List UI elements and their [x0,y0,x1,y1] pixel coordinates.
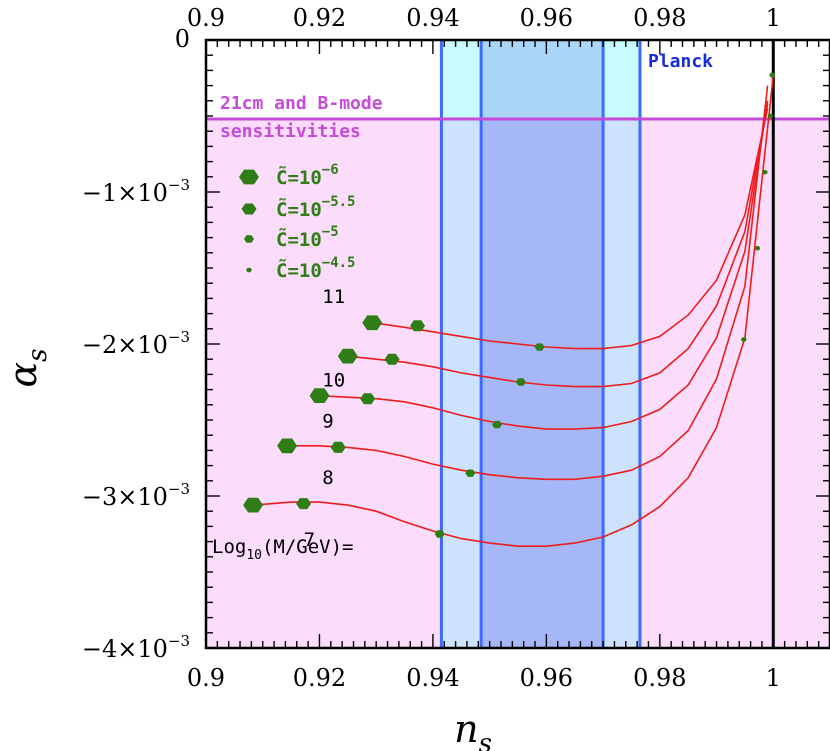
markers-layer [243,72,776,538]
x-tick-label-top: 1 [766,4,781,32]
legend-label-exp: −4.5 [322,255,356,271]
legend-marker-md [244,235,254,243]
marker-lg-0 [410,320,426,332]
axis-ticks: 0.90.90.920.920.940.940.960.960.980.9811… [82,4,830,692]
marker-md-0 [534,343,545,351]
legend-marker-xl [239,169,259,185]
x-tick-label-top: 0.92 [293,4,346,32]
marker-sm-1 [767,113,774,119]
curve-label: 7 [304,529,315,551]
marker-xl-0 [362,315,383,331]
marker-lg-2 [360,393,376,405]
marker-md-3 [465,469,476,477]
marker-sm-3 [754,246,761,251]
x-tick-label-bottom: 0.92 [293,664,346,692]
marker-sm-4 [740,337,747,342]
x-tick-label-top: 0.9 [187,4,225,32]
mass-label-pre: Log [212,536,246,558]
planck-label: Planck [648,51,713,72]
marker-xl-3 [277,438,298,454]
y-tick-mantissa: −4×10 [82,635,168,663]
legend-label-base: C̃=10 [276,227,322,251]
x-tick-label-bottom: 0.96 [520,664,573,692]
y-tick-mantissa: −2×10 [82,331,168,359]
x-tick-label-bottom: 0.98 [633,664,686,692]
y-tick-exponent: −3 [168,176,190,194]
legend-label: C̃=10−6 [276,162,339,189]
y-tick-label: 0 [175,25,190,53]
marker-xl-4 [243,497,264,513]
x-axis-title: ns [454,707,492,751]
legend-label-base: C̃=10 [276,165,322,189]
x-tick-label-bottom: 0.94 [406,664,459,692]
y-tick-exponent: −3 [168,328,190,346]
y-tick-exponent: −3 [168,632,190,650]
curves-layer [253,74,775,548]
curve-logM-11 [372,108,769,350]
legend-label: C̃=10−5.5 [276,194,355,221]
curve-logM-8 [287,85,769,481]
planck-1sigma-band-upper [481,40,604,120]
marker-lg-1 [384,353,400,365]
legend-label-base: C̃=10 [276,258,322,282]
curve-logM-10 [347,103,769,388]
sensitivity-label-line1: 21cm and B-mode [220,93,383,114]
curve-label: 10 [322,370,345,392]
curve-label: 8 [322,467,333,489]
legend-label: C̃=10−5 [276,224,339,251]
legend-marker-sm [246,267,252,273]
marker-lg-4 [296,498,312,510]
marker-xl-2 [309,388,330,403]
curve-logM-7 [253,74,775,548]
annotations: 21cm and B-mode sensitivities Planck 11 10 9 8… [212,51,713,563]
x-tick-label-top: 0.96 [520,4,573,32]
legend-label-exp: −5 [322,224,339,240]
marker-md-4 [434,530,445,538]
legend: C̃=10−6C̃=10−5.5C̃=10−5C̃=10−4.5 [239,162,355,282]
y-axis-title: αs [1,348,53,387]
y-tick-label: −1×10−3 [82,176,190,207]
legend-marker-lg [241,203,257,215]
legend-label-exp: −6 [322,162,339,178]
sensitivity-label-line2: sensitivities [220,121,361,142]
legend-label-base: C̃=10 [276,197,322,221]
y-tick-label: −4×10−3 [82,632,190,663]
y-tick-label: −2×10−3 [82,328,190,359]
x-tick-label-top: 0.94 [406,4,459,32]
marker-sm-2 [761,170,768,175]
curve-label: 11 [322,286,345,308]
y-tick-label: −3×10−3 [82,480,190,511]
mass-axis-label: Log10(M/GeV)= [212,536,354,563]
marker-xl-1 [337,348,358,364]
x-tick-label-bottom: 1 [766,664,781,692]
marker-md-1 [515,378,526,386]
planck-1sigma-band [481,119,604,648]
x-tick-label-bottom: 0.9 [187,664,225,692]
legend-label: C̃=10−4.5 [276,255,355,282]
marker-lg-3 [330,441,346,453]
constraint-regions [206,40,830,648]
y-tick-exponent: −3 [168,480,190,498]
mass-label-post: (M/GeV)= [262,536,354,558]
y-tick-mantissa: −1×10 [82,179,168,207]
y-tick-mantissa: −3×10 [82,483,168,511]
mass-label-sub: 10 [246,548,262,563]
x-tick-label-top: 0.98 [633,4,686,32]
marker-md-2 [492,420,502,429]
legend-label-exp: −5.5 [322,194,356,210]
marker-sm-0 [769,72,776,78]
curve-label: 9 [322,411,333,433]
curve-logM-9 [319,100,769,430]
